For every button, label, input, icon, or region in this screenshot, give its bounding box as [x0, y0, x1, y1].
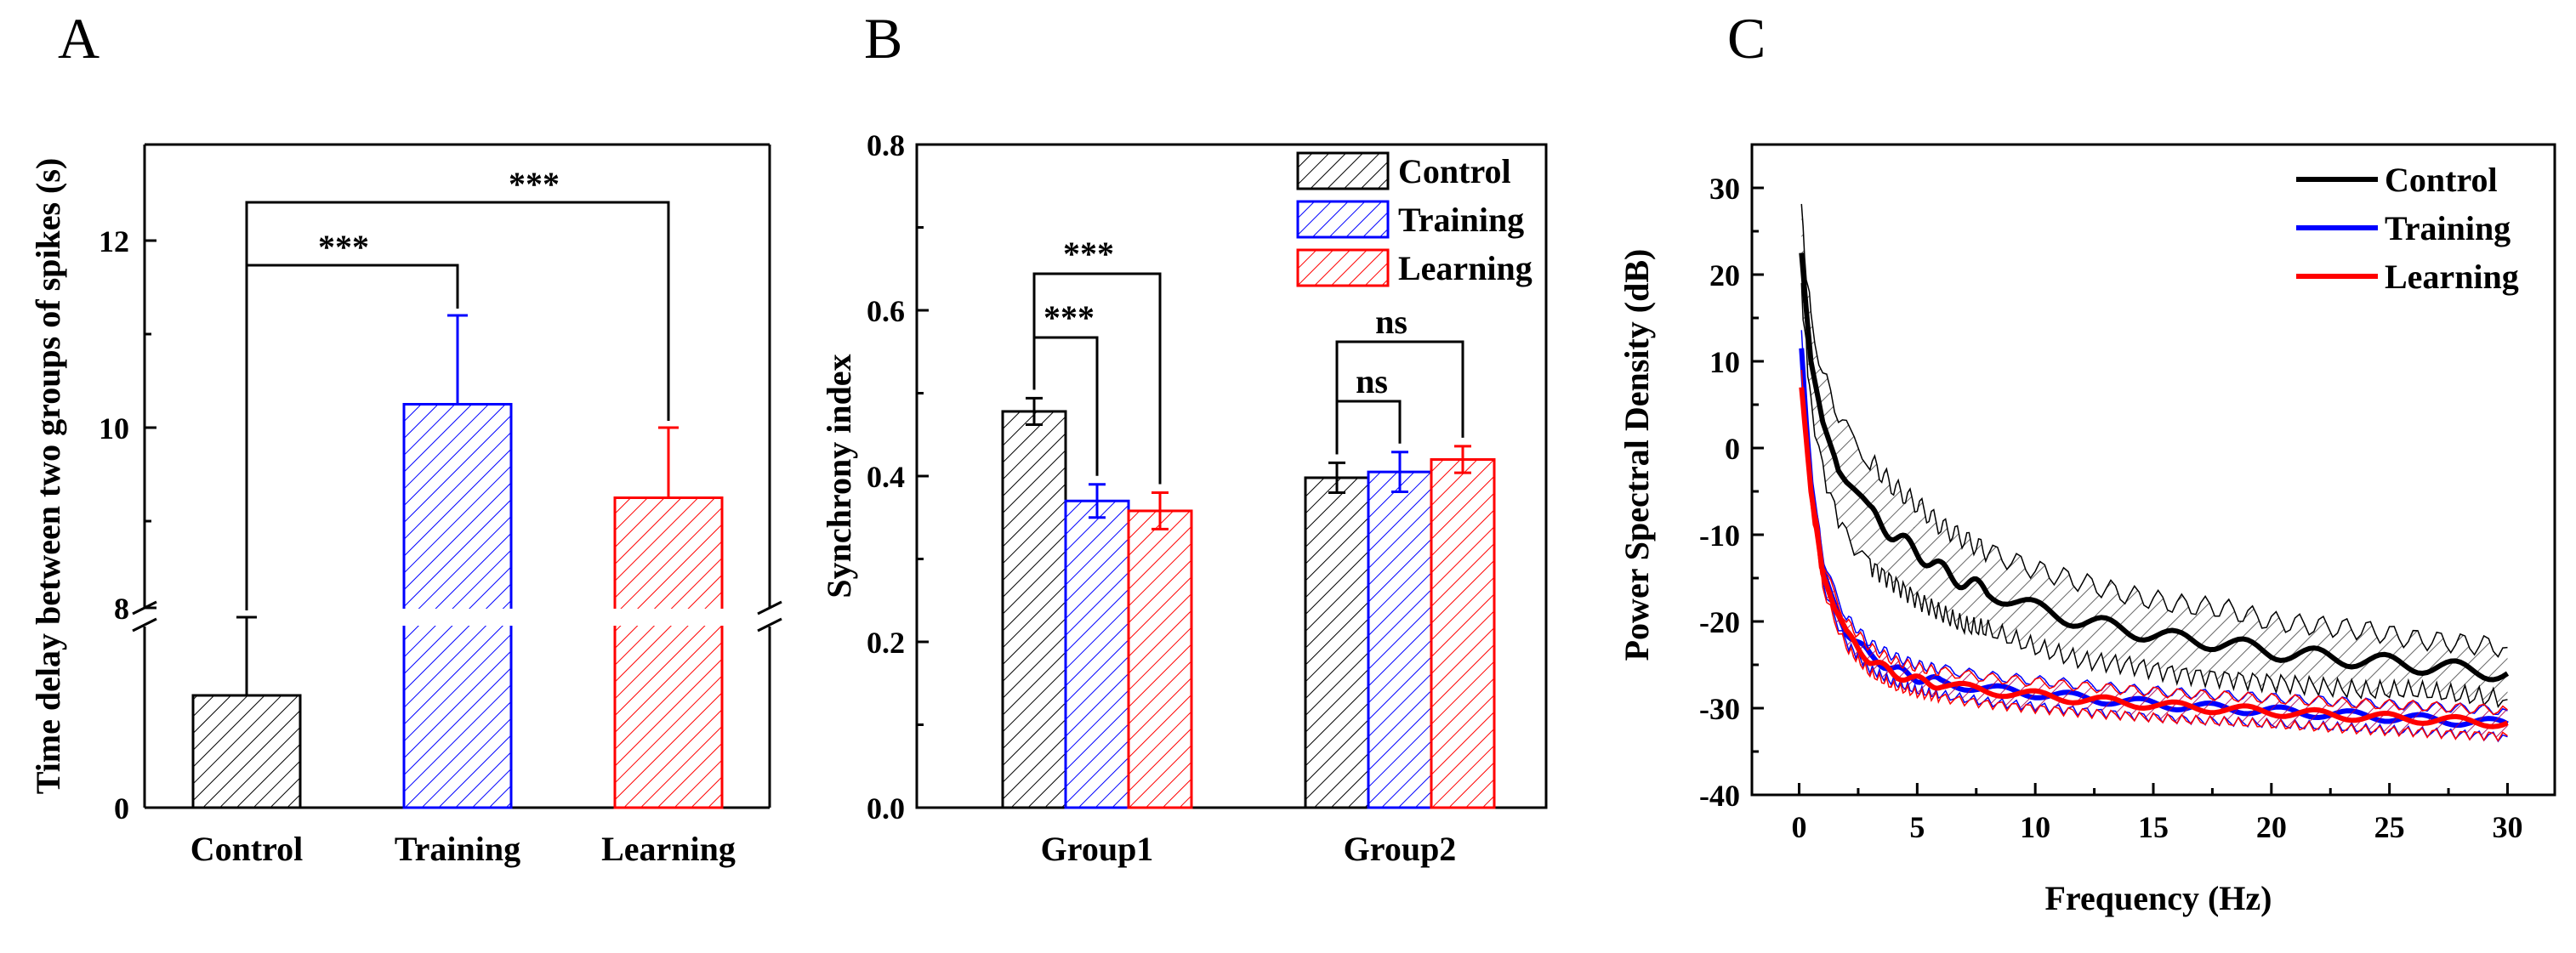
panel-b-bar-training-group1	[1064, 499, 1130, 809]
panel-c-line-learning	[1799, 387, 2509, 729]
panel-label-a: A	[58, 6, 100, 71]
panel-a-bar-control	[191, 694, 302, 809]
panel-c-xtick-label: 10	[2020, 810, 2050, 844]
panel-a-bar-break-gap	[613, 609, 724, 626]
panel-a-ytick-label: 10	[99, 411, 129, 445]
panel-a-sig-label: ***	[318, 228, 369, 266]
panel-b-ytick-label: 0.4	[867, 460, 905, 494]
panel-b-ylabel: Synchrony index	[820, 354, 858, 598]
panel-c-xtick-label: 15	[2138, 810, 2169, 844]
panel-a-bar-learning	[613, 496, 724, 809]
panel-c-legend-label: Control	[2385, 161, 2498, 199]
panel-a-sig-label: ***	[509, 165, 560, 203]
panel-b-sig-label: ***	[1063, 235, 1114, 273]
panel-b-chart: 0.0 0.2 0.4 0.6 0.8 Group1 Group2 *** *** ns ns Con…	[867, 128, 1548, 868]
panel-b-legend-swatch-training	[1296, 200, 1390, 239]
panel-a-sig-bracket	[245, 201, 670, 610]
panel-b-bar-control-group2	[1304, 476, 1370, 809]
panel-c-ytick-label: -30	[1699, 692, 1740, 726]
panel-c-ytick-label: 0	[1725, 432, 1740, 466]
panel-b-legend-label: Learning	[1398, 249, 1533, 287]
panel-b-bar-control-group1	[1001, 410, 1067, 809]
panel-a-ylabel: Time delay between two groups of spikes …	[29, 158, 67, 795]
panel-a-ytick-label: 12	[99, 224, 129, 258]
panel-c-band-lower-control	[1800, 282, 2508, 708]
panel-a-break-mark	[757, 600, 782, 615]
panel-b-sig-bracket	[1335, 400, 1402, 455]
panel-c-xtick-label: 25	[2374, 810, 2405, 844]
panel-c-ytick-label: 30	[1709, 172, 1740, 206]
panel-c-band-upper-learning	[1800, 370, 2508, 716]
panel-c-band-lower-learning	[1800, 399, 2508, 742]
panel-b-bar-learning-group2	[1430, 458, 1496, 809]
panel-label-c: C	[1727, 6, 1766, 71]
panel-a-bar-break-gap	[402, 609, 513, 626]
panel-b-xtick-label: Group2	[1344, 830, 1457, 868]
panel-c-ytick-label: -10	[1699, 519, 1740, 553]
panel-b-sig-label: ***	[1043, 298, 1095, 337]
panel-b-legend-swatch-control	[1296, 151, 1390, 190]
panel-c-xlabel: Frequency (Hz)	[2045, 879, 2272, 917]
panel-b-sig-bracket	[1335, 340, 1464, 455]
panel-c-xtick-label: 30	[2492, 810, 2522, 844]
panel-label-b: B	[864, 6, 902, 71]
panel-b-ytick-label: 0.6	[867, 294, 905, 328]
panel-a-xtick-label: Learning	[601, 830, 736, 868]
panel-c-xtick-label: 5	[1909, 810, 1925, 844]
panel-a-chart: 0 8 10 12 Control Training Learning *** ***	[99, 143, 782, 868]
panel-a-ytick-label: 8	[114, 592, 129, 626]
panel-c-line-control	[1799, 252, 2510, 683]
panel-c-ytick-label: 10	[1709, 345, 1740, 379]
panel-c-ytick-label: -20	[1699, 605, 1740, 639]
panel-b-xtick-label: Group1	[1041, 830, 1154, 868]
panel-c-chart: 0 5 10 15 20 25 30 -40 -30 -20 -10 0 10 20 30 Control Tr…	[1699, 143, 2556, 844]
panel-a-ytick-label: 0	[114, 791, 129, 825]
panel-a-break-mark	[757, 617, 782, 632]
panel-a-xtick-label: Control	[190, 830, 304, 868]
panel-b-ytick-label: 0.0	[867, 791, 905, 825]
panel-c-legend-label: Training	[2385, 209, 2511, 247]
panel-c-xtick-label: 20	[2256, 810, 2287, 844]
panel-a-break-mark	[132, 617, 157, 632]
panel-b-sig-label: ns	[1375, 303, 1407, 341]
panel-b-legend-swatch-learning	[1296, 248, 1390, 287]
panel-c-ytick-label: 20	[1709, 258, 1740, 292]
panel-c-band-upper-control	[1800, 203, 2508, 658]
panel-b-sig-bracket	[1032, 272, 1162, 485]
panel-b-ytick-label: 0.2	[867, 626, 905, 660]
panel-b-legend-label: Training	[1398, 201, 1524, 239]
panel-b-sig-label: ns	[1356, 362, 1388, 400]
panel-c-ylabel: Power Spectral Density (dB)	[1618, 249, 1656, 661]
panel-c-ytick-label: -40	[1699, 779, 1740, 813]
panel-b-bar-training-group2	[1367, 470, 1433, 809]
panel-a-bar-training	[402, 403, 513, 809]
panel-c-band-upper-training	[1800, 330, 2508, 716]
panel-b-legend-label: Control	[1398, 152, 1511, 190]
panel-c-xtick-label: 0	[1792, 810, 1807, 844]
panel-b-ytick-label: 0.8	[867, 128, 905, 162]
panel-c-band-learning	[1801, 370, 2508, 741]
panel-b-bar-learning-group1	[1127, 509, 1193, 809]
panel-a-xtick-label: Training	[395, 830, 520, 868]
panel-c-legend-label: Learning	[2385, 258, 2519, 296]
